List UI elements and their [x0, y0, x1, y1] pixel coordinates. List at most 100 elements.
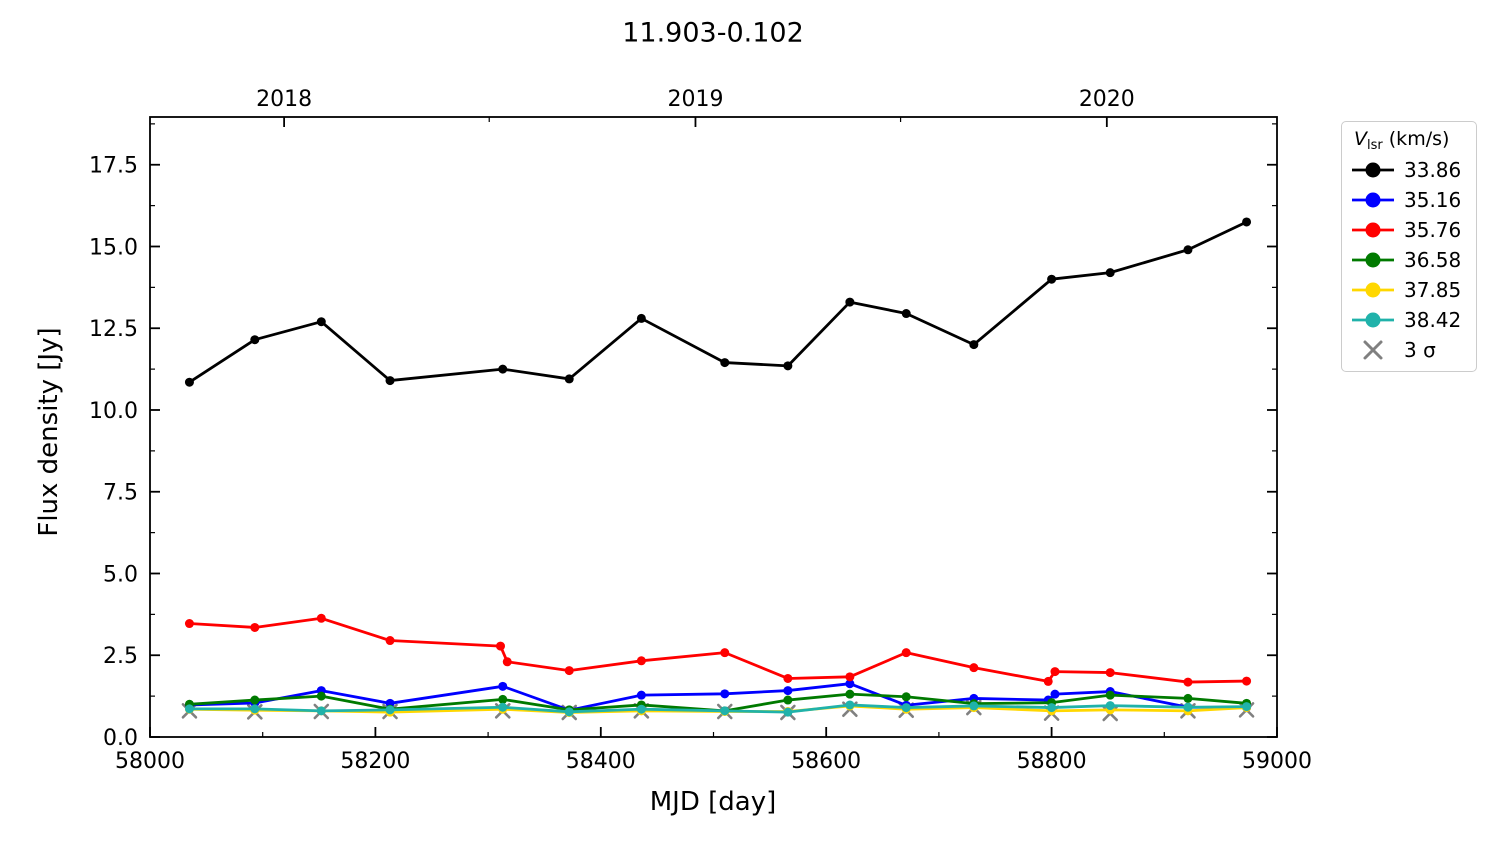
data-point-36.58: [1183, 693, 1193, 703]
data-point-35.76: [901, 648, 911, 658]
data-point-38.42: [1105, 701, 1115, 711]
data-point-38.42: [636, 704, 646, 714]
data-point-38.42: [1183, 702, 1193, 712]
data-point-38.42: [498, 702, 508, 712]
data-point-33.86: [636, 313, 646, 323]
data-point-33.86: [1105, 268, 1115, 278]
data-point-33.86: [969, 340, 979, 350]
data-point-36.58: [1105, 690, 1115, 700]
legend-entry-36.58: 36.58: [1350, 245, 1468, 275]
data-point-35.76: [1183, 677, 1193, 687]
data-point-33.86: [783, 361, 793, 371]
data-point-35.16: [636, 690, 646, 700]
data-point-33.86: [184, 377, 194, 387]
top-year-label: 2018: [256, 87, 312, 112]
data-point-38.42: [385, 705, 395, 715]
data-point-33.86: [316, 317, 326, 327]
chart-title: 11.903-0.102: [622, 17, 804, 49]
legend-title-symbol: V: [1354, 128, 1367, 150]
x-tick-label: 58200: [340, 749, 410, 774]
data-point-33.86: [498, 364, 508, 374]
data-point-38.42: [901, 703, 911, 713]
series-marker-icon: [1352, 162, 1394, 178]
series-marker-icon: [1352, 312, 1394, 328]
data-point-35.76: [1043, 676, 1053, 686]
data-point-35.76: [969, 663, 979, 673]
data-point-33.86: [1047, 274, 1057, 284]
data-point-38.42: [250, 704, 260, 714]
legend-entry-label: 3 σ: [1404, 338, 1436, 362]
y-tick-label: 0.0: [103, 726, 138, 751]
y-tick-label: 10.0: [89, 399, 138, 424]
plot-frame: [149, 116, 1278, 738]
y-tick-label: 17.5: [89, 154, 138, 179]
legend-title: Vlsr (km/s): [1350, 128, 1468, 153]
data-point-38.42: [1242, 702, 1252, 712]
x-tick-label: 58800: [1017, 749, 1087, 774]
series-line-33.86: [188, 220, 1248, 384]
data-point-35.76: [495, 641, 505, 651]
data-point-35.76: [385, 636, 395, 646]
legend-entry-35.76: 35.76: [1350, 215, 1468, 245]
legend: Vlsr (km/s) 33.86 35.16 35.76 36.58 37.85 38.…: [1341, 121, 1477, 372]
top-year-label: 2020: [1079, 87, 1135, 112]
legend-entry-label: 35.16: [1404, 188, 1462, 212]
data-point-35.16: [845, 679, 855, 689]
data-point-35.16: [1050, 689, 1060, 699]
data-point-33.86: [1183, 245, 1193, 255]
data-point-36.58: [783, 695, 793, 705]
data-point-35.16: [498, 681, 508, 691]
data-point-35.76: [636, 656, 646, 666]
legend-entry-37.85: 37.85: [1350, 275, 1468, 305]
data-point-35.76: [250, 622, 260, 632]
legend-entries: 33.86 35.16 35.76 36.58 37.85 38.42 3 σ: [1350, 155, 1468, 365]
legend-entry-33.86: 33.86: [1350, 155, 1468, 185]
x-tick-label: 58400: [566, 749, 636, 774]
legend-entry-label: 35.76: [1404, 218, 1462, 242]
data-point-35.76: [1050, 667, 1060, 677]
data-point-36.58: [845, 689, 855, 699]
data-point-35.76: [1242, 676, 1252, 686]
data-point-35.76: [720, 648, 730, 658]
data-point-35.76: [1105, 668, 1115, 678]
x-axis-label: MJD [day]: [649, 787, 777, 817]
legend-entry-38.42: 38.42: [1350, 305, 1468, 335]
data-point-35.76: [564, 666, 574, 676]
legend-entry-label: 36.58: [1404, 248, 1462, 272]
legend-title-subscript: lsr: [1367, 138, 1383, 153]
y-tick-label: 2.5: [103, 644, 138, 669]
data-point-33.86: [845, 297, 855, 307]
data-point-36.58: [498, 694, 508, 704]
data-point-38.42: [845, 700, 855, 710]
data-point-36.58: [250, 695, 260, 705]
data-point-38.42: [564, 707, 574, 717]
data-point-33.86: [720, 358, 730, 368]
legend-entry-label: 33.86: [1404, 158, 1462, 182]
y-tick-label: 15.0: [89, 235, 138, 260]
data-point-36.58: [901, 692, 911, 702]
x-tick-label: 58600: [791, 749, 861, 774]
data-point-35.16: [783, 686, 793, 696]
top-year-label: 2019: [667, 87, 723, 112]
data-point-35.76: [502, 657, 512, 667]
data-point-35.76: [783, 673, 793, 683]
x-tick-label: 58000: [115, 749, 185, 774]
series-line-35.76: [189, 616, 1247, 684]
series-marker-icon: [1352, 282, 1394, 298]
sigma-marker-icon: [1363, 340, 1383, 360]
data-point-38.42: [184, 704, 194, 714]
data-point-33.86: [1242, 217, 1252, 227]
data-point-38.42: [1047, 703, 1057, 713]
series-line-36.58: [189, 692, 1247, 713]
y-tick-label: 12.5: [89, 317, 138, 342]
data-point-35.76: [184, 619, 194, 629]
x-tick-label: 59000: [1242, 749, 1312, 774]
legend-entry-35.16: 35.16: [1350, 185, 1468, 215]
series-marker-icon: [1352, 222, 1394, 238]
data-point-38.42: [720, 706, 730, 716]
data-point-35.76: [316, 613, 326, 623]
legend-entry-label: 37.85: [1404, 278, 1462, 302]
series-line-38.42: [189, 703, 1247, 714]
